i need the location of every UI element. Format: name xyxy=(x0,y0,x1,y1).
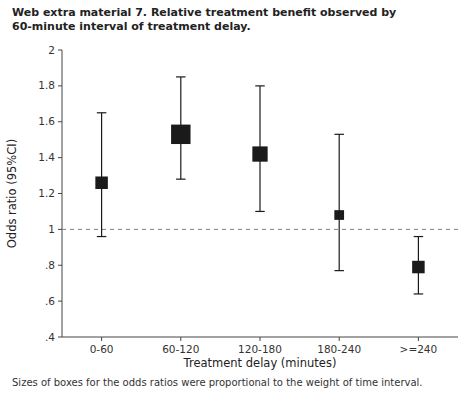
point-box xyxy=(334,210,344,220)
error-cap-lower xyxy=(97,236,107,237)
y-tick-label: .4 xyxy=(45,331,55,343)
x-tick xyxy=(418,337,419,341)
y-tick-label: .8 xyxy=(45,259,55,271)
error-cap-lower xyxy=(334,270,344,271)
error-bar xyxy=(101,113,102,237)
y-tick xyxy=(58,121,62,122)
y-tick-label: 1.6 xyxy=(38,115,55,127)
error-cap-lower xyxy=(176,179,186,180)
x-tick-label: 0-60 xyxy=(90,343,114,355)
error-cap-upper xyxy=(97,112,107,113)
x-tick xyxy=(260,337,261,341)
y-tick xyxy=(58,301,62,302)
y-tick xyxy=(58,265,62,266)
y-tick-label: 1.8 xyxy=(38,79,55,91)
x-tick xyxy=(101,337,102,341)
title: Web extra material 7. Relative treatment… xyxy=(12,6,400,33)
footnote: Sizes of boxes for the odds ratios were … xyxy=(12,377,423,388)
y-tick-label: .6 xyxy=(45,295,55,307)
x-tick-label: 180-240 xyxy=(317,343,361,355)
error-cap-upper xyxy=(255,85,265,86)
y-tick-label: 1 xyxy=(48,223,55,235)
error-cap-lower xyxy=(414,293,424,294)
error-cap-upper xyxy=(334,134,344,135)
reference-line xyxy=(62,229,458,230)
x-tick xyxy=(180,337,181,341)
point-box xyxy=(95,176,108,189)
x-axis-label: Treatment delay (minutes) xyxy=(183,356,337,370)
x-tick xyxy=(339,337,340,341)
error-cap-upper xyxy=(176,76,186,77)
plot-marks xyxy=(62,77,458,294)
y-tick xyxy=(58,337,62,338)
y-tick xyxy=(58,50,62,51)
y-tick xyxy=(58,229,62,230)
point-box xyxy=(252,146,267,161)
text-line: 60-minute interval of treatment delay. xyxy=(12,20,251,33)
error-cap-lower xyxy=(255,211,265,212)
x-tick-label: 60-120 xyxy=(162,343,199,355)
point-box xyxy=(171,125,190,144)
text-line: Sizes of boxes for the odds ratios were … xyxy=(12,377,423,388)
x-tick-label: 120-180 xyxy=(238,343,282,355)
x-tick-label: >=240 xyxy=(400,343,438,355)
chart: Web extra material 7. Relative treatment… xyxy=(0,0,474,394)
y-tick-label: 1.4 xyxy=(38,151,55,163)
y-tick xyxy=(58,157,62,158)
y-tick xyxy=(58,85,62,86)
point-box xyxy=(412,261,425,274)
text-line: Web extra material 7. Relative treatment… xyxy=(12,6,400,19)
error-bar xyxy=(339,134,340,270)
y-tick-label: 1.2 xyxy=(38,187,55,199)
y-axis-label: Odds ratio (95%CI) xyxy=(5,139,19,248)
y-tick-label: 2 xyxy=(48,44,55,56)
error-cap-upper xyxy=(414,236,424,237)
y-tick xyxy=(58,193,62,194)
